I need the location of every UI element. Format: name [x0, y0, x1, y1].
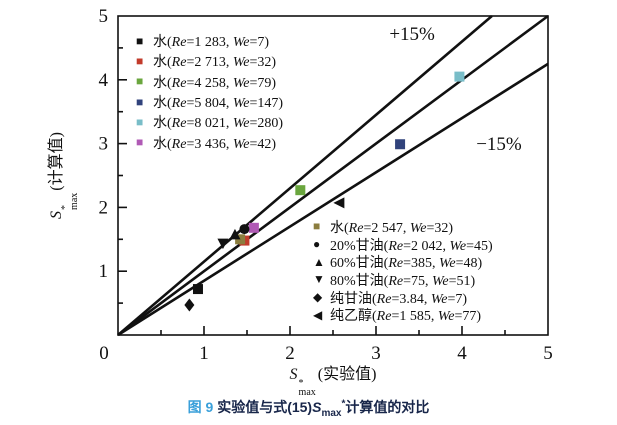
legend-item: ▼ 80%甘油(Re=75, We=51)	[313, 271, 493, 289]
triangle-up-marker-icon: ▲	[313, 254, 325, 269]
legend-item: ■ 水(Re=8 021, We=280)	[136, 112, 283, 132]
legend-item-label: 水(Re=5 804, We=147)	[153, 96, 283, 112]
svg-text:2: 2	[99, 197, 109, 218]
legend-item: ● 20%甘油(Re=2 042, We=45)	[313, 236, 493, 254]
legend-bottom: ■ 水(Re=2 547, We=32) ● 20%甘油(Re=2 042, We=4…	[313, 218, 493, 324]
svg-text:4: 4	[457, 343, 467, 364]
svg-text:3: 3	[99, 134, 109, 155]
legend-item: ■ 水(Re=2 713, We=32)	[136, 51, 283, 71]
square-marker-icon: ■	[136, 114, 144, 129]
x-axis-label: S * max (实验值)	[118, 360, 548, 398]
legend-item-label: 水(Re=2 713, We=32)	[153, 55, 276, 71]
svg-text:1: 1	[99, 261, 109, 282]
legend-item: ■ 水(Re=4 258, We=79)	[136, 72, 283, 92]
legend-top: ■ 水(Re=1 283, We=7) ■ 水(Re=2 713, We=32) ■ 水(…	[136, 31, 283, 153]
square-marker-icon: ■	[136, 53, 144, 68]
y-axis-symbol: S	[47, 210, 65, 219]
legend-item-label: 水(Re=1 283, We=7)	[153, 35, 269, 51]
square-marker-icon: ■	[136, 74, 144, 89]
legend-item: ■ 水(Re=1 283, We=7)	[136, 31, 283, 51]
legend-item: ▲ 60%甘油(Re=385, We=48)	[313, 253, 493, 272]
svg-text:5: 5	[543, 343, 553, 364]
triangle-left-marker-icon: ◀	[313, 307, 323, 322]
legend-item-label: 20%甘油(Re=2 042, We=45)	[330, 238, 493, 254]
svg-text:5: 5	[99, 6, 109, 27]
legend-item: ■ 水(Re=2 547, We=32)	[313, 218, 493, 236]
triangle-down-marker-icon: ▼	[313, 272, 325, 287]
legend-item-label: 80%甘油(Re=75, We=51)	[330, 273, 476, 289]
legend-item: ◀ 纯乙醇(Re=1 585, We=77)	[313, 306, 493, 325]
svg-text:+15%: +15%	[389, 24, 435, 45]
y-axis-label-wrap: S * max (计算值)	[42, 16, 80, 335]
x-axis-supsub: * max	[298, 378, 316, 398]
figure-number: 图 9	[187, 399, 214, 415]
square-marker-icon: ■	[313, 219, 321, 234]
y-axis-supsub: * max	[59, 192, 80, 210]
legend-item-label: 纯乙醇(Re=1 585, We=77)	[330, 309, 481, 325]
svg-text:1: 1	[199, 343, 209, 364]
figure-caption: 图 9 实验值与式(15)Smax*计算值的对比	[0, 397, 617, 419]
square-marker-icon: ■	[136, 33, 144, 48]
legend-item-label: 水(Re=8 021, We=280)	[153, 116, 283, 132]
caption-text: 实验值与式(15)Smax*计算值的对比	[217, 398, 430, 419]
scatter-plot: 0 1 2 3 4 5 1 2 3 4 5 +15% −15%	[99, 6, 553, 364]
legend-item: ■ 水(Re=3 436, We=42)	[136, 132, 283, 152]
legend-item-label: 纯甘油(Re=3.84, We=7)	[330, 291, 467, 307]
svg-text:0: 0	[99, 343, 109, 364]
svg-text:−15%: −15%	[476, 134, 522, 155]
legend-item: ◆ 纯甘油(Re=3.84, We=7)	[313, 289, 493, 307]
legend-item-label: 水(Re=3 436, We=42)	[153, 136, 276, 152]
svg-text:3: 3	[371, 343, 381, 364]
circle-marker-icon: ●	[313, 237, 321, 252]
square-marker-icon: ■	[136, 94, 144, 109]
legend-item-label: 水(Re=4 258, We=79)	[153, 75, 276, 91]
x-axis-symbol: S	[289, 366, 298, 383]
legend-item-label: 60%甘油(Re=385, We=48)	[330, 256, 483, 272]
y-axis-suffix: (计算值)	[47, 132, 65, 191]
legend-item: ■ 水(Re=5 804, We=147)	[136, 92, 283, 112]
y-axis-label: S * max (计算值)	[42, 132, 80, 219]
legend-item-label: 水(Re=2 547, We=32)	[330, 220, 453, 236]
x-axis-suffix: (实验值)	[317, 366, 377, 383]
svg-text:4: 4	[99, 70, 109, 91]
svg-text:2: 2	[285, 343, 295, 364]
square-marker-icon: ■	[136, 135, 144, 150]
diamond-marker-icon: ◆	[313, 290, 323, 305]
